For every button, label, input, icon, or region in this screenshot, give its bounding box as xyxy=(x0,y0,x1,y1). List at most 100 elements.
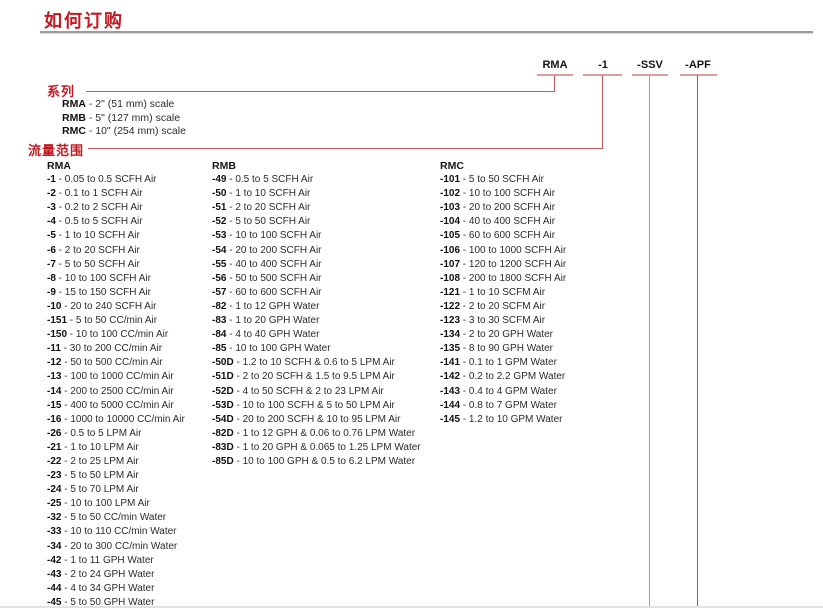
flow-range-item: -24 - 5 to 70 LPM Air xyxy=(47,484,139,496)
flow-range-section-label: 流量范围 xyxy=(28,143,85,158)
flow-column-rmb: RMB -49 - 0.5 to 5 SCFH Air -50 - 1 to 10… xyxy=(212,159,421,469)
flow-range-item: -105 - 60 to 600 SCFH Air xyxy=(440,230,556,242)
flow-range-item: -85 - 10 to 100 GPH Water xyxy=(212,343,331,355)
flow-range-item: -16 - 1000 to 10000 CC/min Air xyxy=(47,413,185,425)
flow-range-item: -104 - 40 to 400 SCFH Air xyxy=(440,216,556,228)
flow-range-item: -143 - 0.4 to 4 GPM Water xyxy=(440,385,557,397)
flow-column-rmb-header: RMB xyxy=(212,160,236,172)
flow-range-item: -23 - 5 to 50 LPM Air xyxy=(47,470,139,482)
flow-range-item: -134 - 2 to 20 GPH Water xyxy=(440,329,554,341)
flow-range-item: -15 - 400 to 5000 CC/min Air xyxy=(47,399,174,411)
flow-range-item: -51 - 2 to 20 SCFH Air xyxy=(212,202,311,214)
flow-range-item: -45 - 5 to 50 GPH Water xyxy=(47,596,155,608)
flow-column-rma: RMA -1 - 0.05 to 0.5 SCFH Air -2 - 0.1 to… xyxy=(47,159,185,610)
flow-range-connector-horizontal xyxy=(88,148,602,149)
flow-range-item: -5 - 1 to 10 SCFH Air xyxy=(47,230,140,242)
flow-range-item: -83 - 1 to 20 GPH Water xyxy=(212,315,320,327)
flow-range-item: -14 - 200 to 2500 CC/min Air xyxy=(47,385,174,397)
flow-range-item: -13 - 100 to 1000 CC/min Air xyxy=(47,371,174,383)
flow-column-rmc-list: -101 - 5 to 50 SCFH Air -102 - 10 to 100 … xyxy=(440,173,566,427)
flow-column-rma-header: RMA xyxy=(47,160,71,172)
flow-range-item: -43 - 2 to 24 GPH Water xyxy=(47,568,155,580)
flow-range-item: -2 - 0.1 to 1 SCFH Air xyxy=(47,188,143,200)
flow-range-item: -3 - 0.2 to 2 SCFH Air xyxy=(47,202,143,214)
flow-range-item: -12 - 50 to 500 CC/min Air xyxy=(47,357,163,369)
flow-range-item: -101 - 5 to 50 SCFH Air xyxy=(440,174,544,186)
flow-column-rmc-header: RMC xyxy=(440,160,464,172)
flow-range-item: -53D - 10 to 100 SCFH & 5 to 50 LPM Air xyxy=(212,399,395,411)
flow-range-item: -50D - 1.2 to 10 SCFH & 0.6 to 5 LPM Air xyxy=(212,357,395,369)
flow-range-item: -108 - 200 to 1800 SCFH Air xyxy=(440,272,567,284)
flow-range-item: -142 - 0.2 to 2.2 GPM Water xyxy=(440,371,566,383)
flow-range-item: -26 - 0.5 to 5 LPM Air xyxy=(47,427,142,439)
order-code-ssv: -SSV xyxy=(637,59,663,71)
page-title: 如何订购 xyxy=(44,11,124,31)
order-code-series: RMA xyxy=(542,59,568,71)
order-code-apf-underline xyxy=(680,74,717,76)
flow-range-item: -21 - 1 to 10 LPM Air xyxy=(47,441,139,453)
series-item: RMA - 2" (51 mm) scale xyxy=(62,98,175,110)
flow-range-item: -53 - 10 to 100 SCFH Air xyxy=(212,230,322,242)
flow-range-item: -54 - 20 to 200 SCFH Air xyxy=(212,244,322,256)
flow-range-item: -106 - 100 to 1000 SCFH Air xyxy=(440,244,567,256)
flow-range-item: -22 - 2 to 25 LPM Air xyxy=(47,455,139,467)
flow-range-item: -151 - 5 to 50 CC/min Air xyxy=(47,315,158,327)
flow-range-item: -57 - 60 to 600 SCFH Air xyxy=(212,286,322,298)
apf-connector-vertical xyxy=(697,75,698,606)
flow-range-item: -7 - 5 to 50 SCFH Air xyxy=(47,258,140,270)
order-code-ssv-underline xyxy=(632,74,668,76)
flow-column-rma-list: -1 - 0.05 to 0.5 SCFH Air -2 - 0.1 to 1 S… xyxy=(47,173,185,610)
order-code-flow-range: -1 xyxy=(598,59,608,71)
flow-range-item: -1 - 0.05 to 0.5 SCFH Air xyxy=(47,174,157,186)
flow-range-item: -122 - 2 to 20 SCFM Air xyxy=(440,300,546,312)
flow-range-item: -84 - 4 to 40 GPH Water xyxy=(212,329,320,341)
ssv-connector-vertical xyxy=(649,75,650,606)
flow-range-item: -56 - 50 to 500 SCFH Air xyxy=(212,272,322,284)
flow-range-item: -121 - 1 to 10 SCFM Air xyxy=(440,286,546,298)
flow-range-item: -141 - 0.1 to 1 GPM Water xyxy=(440,357,557,369)
flow-range-item: -51D - 2 to 20 SCFH & 1.5 to 9.5 LPM Air xyxy=(212,371,395,383)
flow-range-item: -25 - 10 to 100 LPM Air xyxy=(47,498,150,510)
flow-range-item: -54D - 20 to 200 SCFH & 10 to 95 LPM Air xyxy=(212,413,401,425)
flow-range-item: -150 - 10 to 100 CC/min Air xyxy=(47,329,169,341)
flow-range-item: -52 - 5 to 50 SCFH Air xyxy=(212,216,311,228)
flow-range-item: -85D - 10 to 100 GPH & 0.5 to 6.2 LPM Wa… xyxy=(212,455,416,467)
flow-range-item: -42 - 1 to 11 GPH Water xyxy=(47,554,154,566)
flow-range-item: -135 - 8 to 90 GPH Water xyxy=(440,343,554,355)
flow-range-item: -34 - 20 to 300 CC/min Water xyxy=(47,540,178,552)
flow-range-item: -52D - 4 to 50 SCFH & 2 to 23 LPM Air xyxy=(212,385,384,397)
flow-range-connector-vertical xyxy=(602,75,603,149)
flow-range-item: -44 - 4 to 34 GPH Water xyxy=(47,582,155,594)
flow-range-item: -11 - 30 to 200 CC/min Air xyxy=(47,343,163,355)
flow-range-item: -103 - 20 to 200 SCFH Air xyxy=(440,202,556,214)
flow-range-item: -102 - 10 to 100 SCFH Air xyxy=(440,188,556,200)
flow-range-item: -49 - 0.5 to 5 SCFH Air xyxy=(212,174,314,186)
series-item: RMC - 10" (254 mm) scale xyxy=(62,125,186,138)
flow-range-item: -83D - 1 to 20 GPH & 0.065 to 1.25 LPM W… xyxy=(212,441,421,453)
series-item: RMB - 5" (127 mm) scale xyxy=(62,111,181,124)
page-bottom-rule xyxy=(0,606,823,608)
flow-range-item: -55 - 40 to 400 SCFH Air xyxy=(212,258,322,270)
flow-range-item: -123 - 3 to 30 SCFM Air xyxy=(440,315,546,327)
series-connector-horizontal xyxy=(86,91,554,92)
flow-range-item: -6 - 2 to 20 SCFH Air xyxy=(47,244,140,256)
flow-column-rmb-list: -49 - 0.5 to 5 SCFH Air -50 - 1 to 10 SCF… xyxy=(212,173,421,469)
flow-range-item: -32 - 5 to 50 CC/min Water xyxy=(47,512,167,524)
order-code-series-underline xyxy=(537,74,573,76)
order-code-apf: -APF xyxy=(685,59,711,71)
series-connector-vertical xyxy=(554,75,555,92)
flow-range-item: -4 - 0.5 to 5 SCFH Air xyxy=(47,216,143,228)
title-rule xyxy=(40,31,813,34)
flow-range-item: -8 - 10 to 100 SCFH Air xyxy=(47,272,151,284)
flow-range-item: -82 - 1 to 12 GPH Water xyxy=(212,300,320,312)
flow-range-item: -50 - 1 to 10 SCFH Air xyxy=(212,188,311,200)
flow-range-item: -82D - 1 to 12 GPH & 0.06 to 0.76 LPM Wa… xyxy=(212,427,416,439)
flow-range-item: -145 - 1.2 to 10 GPM Water xyxy=(440,413,563,425)
flow-range-item: -144 - 0.8 to 7 GPM Water xyxy=(440,399,557,411)
flow-range-item: -9 - 15 to 150 SCFH Air xyxy=(47,286,151,298)
series-list: RMA - 2" (51 mm) scale RMB - 5" (127 mm) … xyxy=(62,98,186,139)
flow-column-rmc: RMC -101 - 5 to 50 SCFH Air -102 - 10 to … xyxy=(440,159,566,427)
flow-range-item: -10 - 20 to 240 SCFH Air xyxy=(47,300,157,312)
flow-range-item: -107 - 120 to 1200 SCFH Air xyxy=(440,258,567,270)
